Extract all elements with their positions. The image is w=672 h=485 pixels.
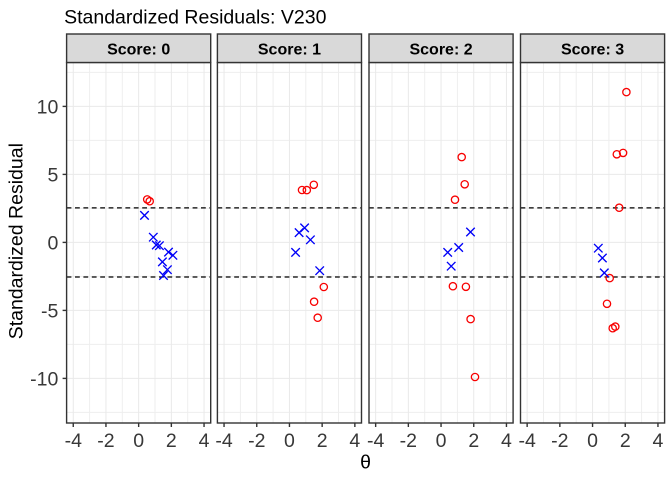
svg-text:-2: -2 — [97, 430, 114, 452]
svg-text:-4: -4 — [215, 430, 232, 452]
svg-text:2: 2 — [620, 430, 631, 452]
svg-text:-5: -5 — [41, 301, 58, 323]
svg-text:10: 10 — [37, 97, 59, 119]
svg-text:2: 2 — [468, 430, 479, 452]
svg-text:-2: -2 — [248, 430, 265, 452]
svg-text:Score: 0: Score: 0 — [107, 41, 170, 58]
svg-text:4: 4 — [199, 430, 210, 452]
svg-text:Score: 3: Score: 3 — [561, 41, 624, 58]
svg-text:-4: -4 — [518, 430, 535, 452]
svg-text:-4: -4 — [367, 430, 384, 452]
svg-text:2: 2 — [166, 430, 177, 452]
svg-text:4: 4 — [349, 430, 360, 452]
svg-text:0: 0 — [284, 430, 295, 452]
svg-text:0: 0 — [587, 430, 598, 452]
svg-text:-10: -10 — [30, 369, 58, 391]
svg-text:θ: θ — [360, 452, 371, 474]
svg-text:Standardized Residual: Standardized Residual — [5, 143, 27, 339]
svg-text:Score: 2: Score: 2 — [409, 41, 472, 58]
svg-text:5: 5 — [47, 165, 58, 187]
svg-text:0: 0 — [47, 233, 58, 255]
svg-text:-2: -2 — [400, 430, 417, 452]
svg-text:Score: 1: Score: 1 — [258, 41, 321, 58]
svg-text:0: 0 — [436, 430, 447, 452]
svg-text:4: 4 — [501, 430, 512, 452]
svg-text:-2: -2 — [551, 430, 568, 452]
svg-text:-4: -4 — [65, 430, 82, 452]
svg-text:0: 0 — [133, 430, 144, 452]
svg-text:2: 2 — [317, 430, 328, 452]
svg-text:Standardized Residuals: V230: Standardized Residuals: V230 — [64, 7, 326, 29]
svg-text:4: 4 — [653, 430, 664, 452]
